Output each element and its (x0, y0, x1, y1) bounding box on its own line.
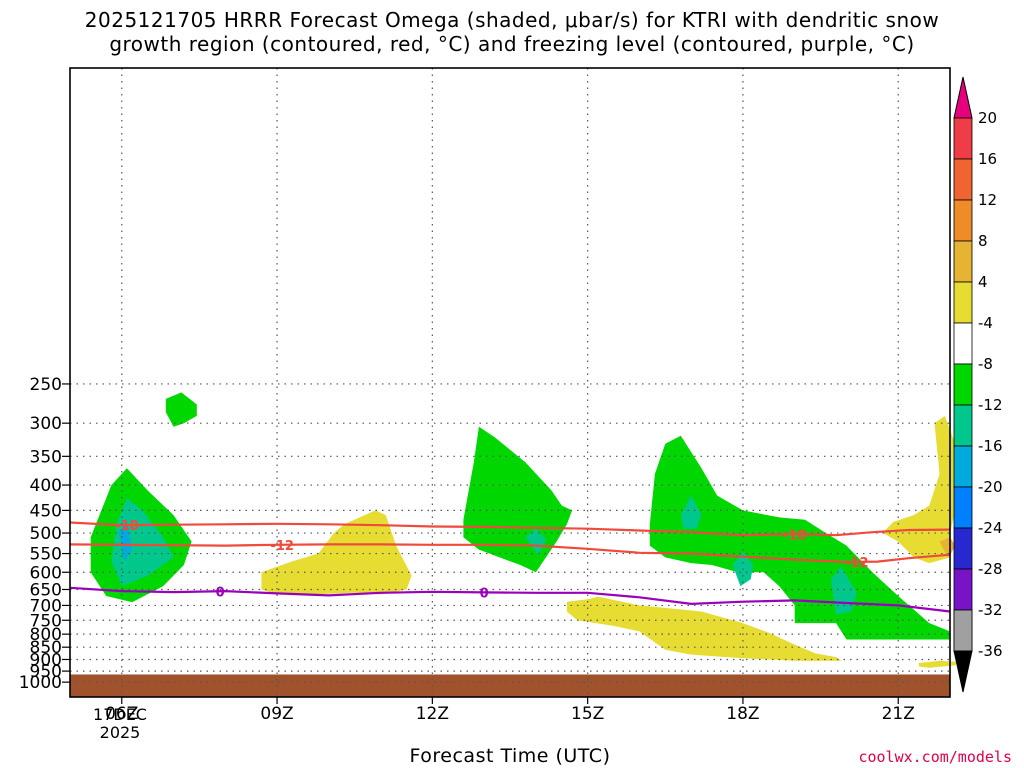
contour-dgz-top (69, 521, 951, 537)
ground-fill (70, 674, 950, 697)
y-tick-label-950: 950 (30, 662, 62, 682)
y-tick-label-750: 750 (30, 611, 62, 631)
colorbar-label-8: 8 (978, 232, 988, 250)
chart-title: 2025121705 HRRR Forecast Omega (shaded, … (0, 8, 1024, 56)
colorbar-label--20: -20 (978, 478, 1003, 496)
y-tick-label-850: 850 (30, 638, 62, 658)
omega-region-10 (261, 510, 412, 595)
colorbar-label-16: 16 (978, 150, 997, 168)
omega-region-3 (165, 392, 197, 427)
omega-region-11 (566, 596, 842, 661)
omega-region-14 (918, 660, 958, 668)
y-tick-label-500: 500 (30, 524, 62, 544)
colorbar-swatch-8 (953, 445, 973, 488)
y-tick-label-600: 600 (30, 563, 62, 583)
colorbar-label--28: -28 (978, 560, 1003, 578)
colorbar-label-20: 20 (978, 109, 997, 127)
omega-region-12 (882, 415, 961, 564)
y-tick-label-400: 400 (30, 476, 62, 496)
date-line-2: 2025 (99, 723, 141, 742)
colorbar-swatch-11 (953, 568, 973, 611)
colorbar-swatch-10 (953, 527, 973, 570)
x-tick-label-21Z: 21Z (882, 704, 915, 724)
y-tick-label-250: 250 (30, 375, 62, 395)
colorbar-swatch-2 (953, 199, 973, 242)
date-label: 17DEC 2025 (80, 706, 160, 742)
colorbar-label--8: -8 (978, 355, 993, 373)
omega-region-4 (463, 426, 573, 573)
y-tick-label-450: 450 (30, 501, 62, 521)
y-tick-label-900: 900 (30, 650, 62, 670)
x-axis-label: Forecast Time (UTC) (409, 745, 611, 767)
colorbar-swatch-4 (953, 281, 973, 324)
credit-text: coolwx.com/models (858, 748, 1012, 766)
date-line-1: 17DEC (93, 705, 147, 724)
colorbar-bottom-arrow (953, 650, 973, 693)
colorbar-label-12: 12 (978, 191, 997, 209)
contour-label-dgz-label-2: -18 (783, 528, 807, 543)
contour-freezing-level (69, 586, 951, 613)
colorbar-swatch-3 (953, 240, 973, 283)
omega-region-13 (939, 537, 956, 558)
contour-label-dgz-label-3: -12 (845, 556, 869, 571)
colorbar-swatch-5 (953, 322, 973, 365)
colorbar-swatch-13 (953, 609, 973, 652)
contour-label-freezing-level: 0 (216, 585, 225, 600)
title-line-1: 2025121705 HRRR Forecast Omega (shaded, … (84, 8, 940, 32)
y-tick-label-1000: 1000 (19, 673, 62, 693)
contour-label-dgz-top: -18 (115, 519, 139, 534)
x-tick-label-09Z: 09Z (260, 704, 293, 724)
colorbar-label-4: 4 (978, 273, 988, 291)
contour-dgz-bottom (69, 543, 951, 564)
y-tick-label-350: 350 (30, 447, 62, 467)
title-line-2: growth region (contoured, red, °C) and f… (109, 32, 915, 56)
y-tick-label-700: 700 (30, 596, 62, 616)
colorbar-label--4: -4 (978, 314, 993, 332)
colorbar-label--32: -32 (978, 601, 1003, 619)
contour-label-dgz-bottom: -12 (270, 539, 294, 554)
colorbar-swatch-9 (953, 486, 973, 529)
y-tick-label-550: 550 (30, 545, 62, 565)
contour-label-freezing-label-2: 0 (480, 586, 489, 601)
omega-region-6 (649, 435, 950, 640)
y-tick-label-650: 650 (30, 580, 62, 600)
omega-region-5 (525, 528, 547, 556)
colorbar-swatch-0 (953, 117, 973, 160)
omega-region-2 (119, 519, 133, 562)
x-tick-label-12Z: 12Z (416, 704, 449, 724)
colorbar-top-arrow (953, 76, 973, 119)
x-tick-label-15Z: 15Z (571, 704, 604, 724)
x-tick-label-06Z: 06Z (105, 704, 138, 724)
colorbar-label--12: -12 (978, 396, 1003, 414)
colorbar-label--24: -24 (978, 519, 1003, 537)
plot-frame (69, 67, 951, 698)
colorbar-swatch-1 (953, 158, 973, 201)
y-tick-label-300: 300 (30, 414, 62, 434)
colorbar-swatch-6 (953, 363, 973, 406)
y-tick-label-800: 800 (30, 625, 62, 645)
colorbar-label--36: -36 (978, 642, 1003, 660)
omega-region-7 (680, 495, 702, 529)
x-tick-label-18Z: 18Z (726, 704, 759, 724)
colorbar-label--16: -16 (978, 437, 1003, 455)
colorbar-swatch-7 (953, 404, 973, 447)
